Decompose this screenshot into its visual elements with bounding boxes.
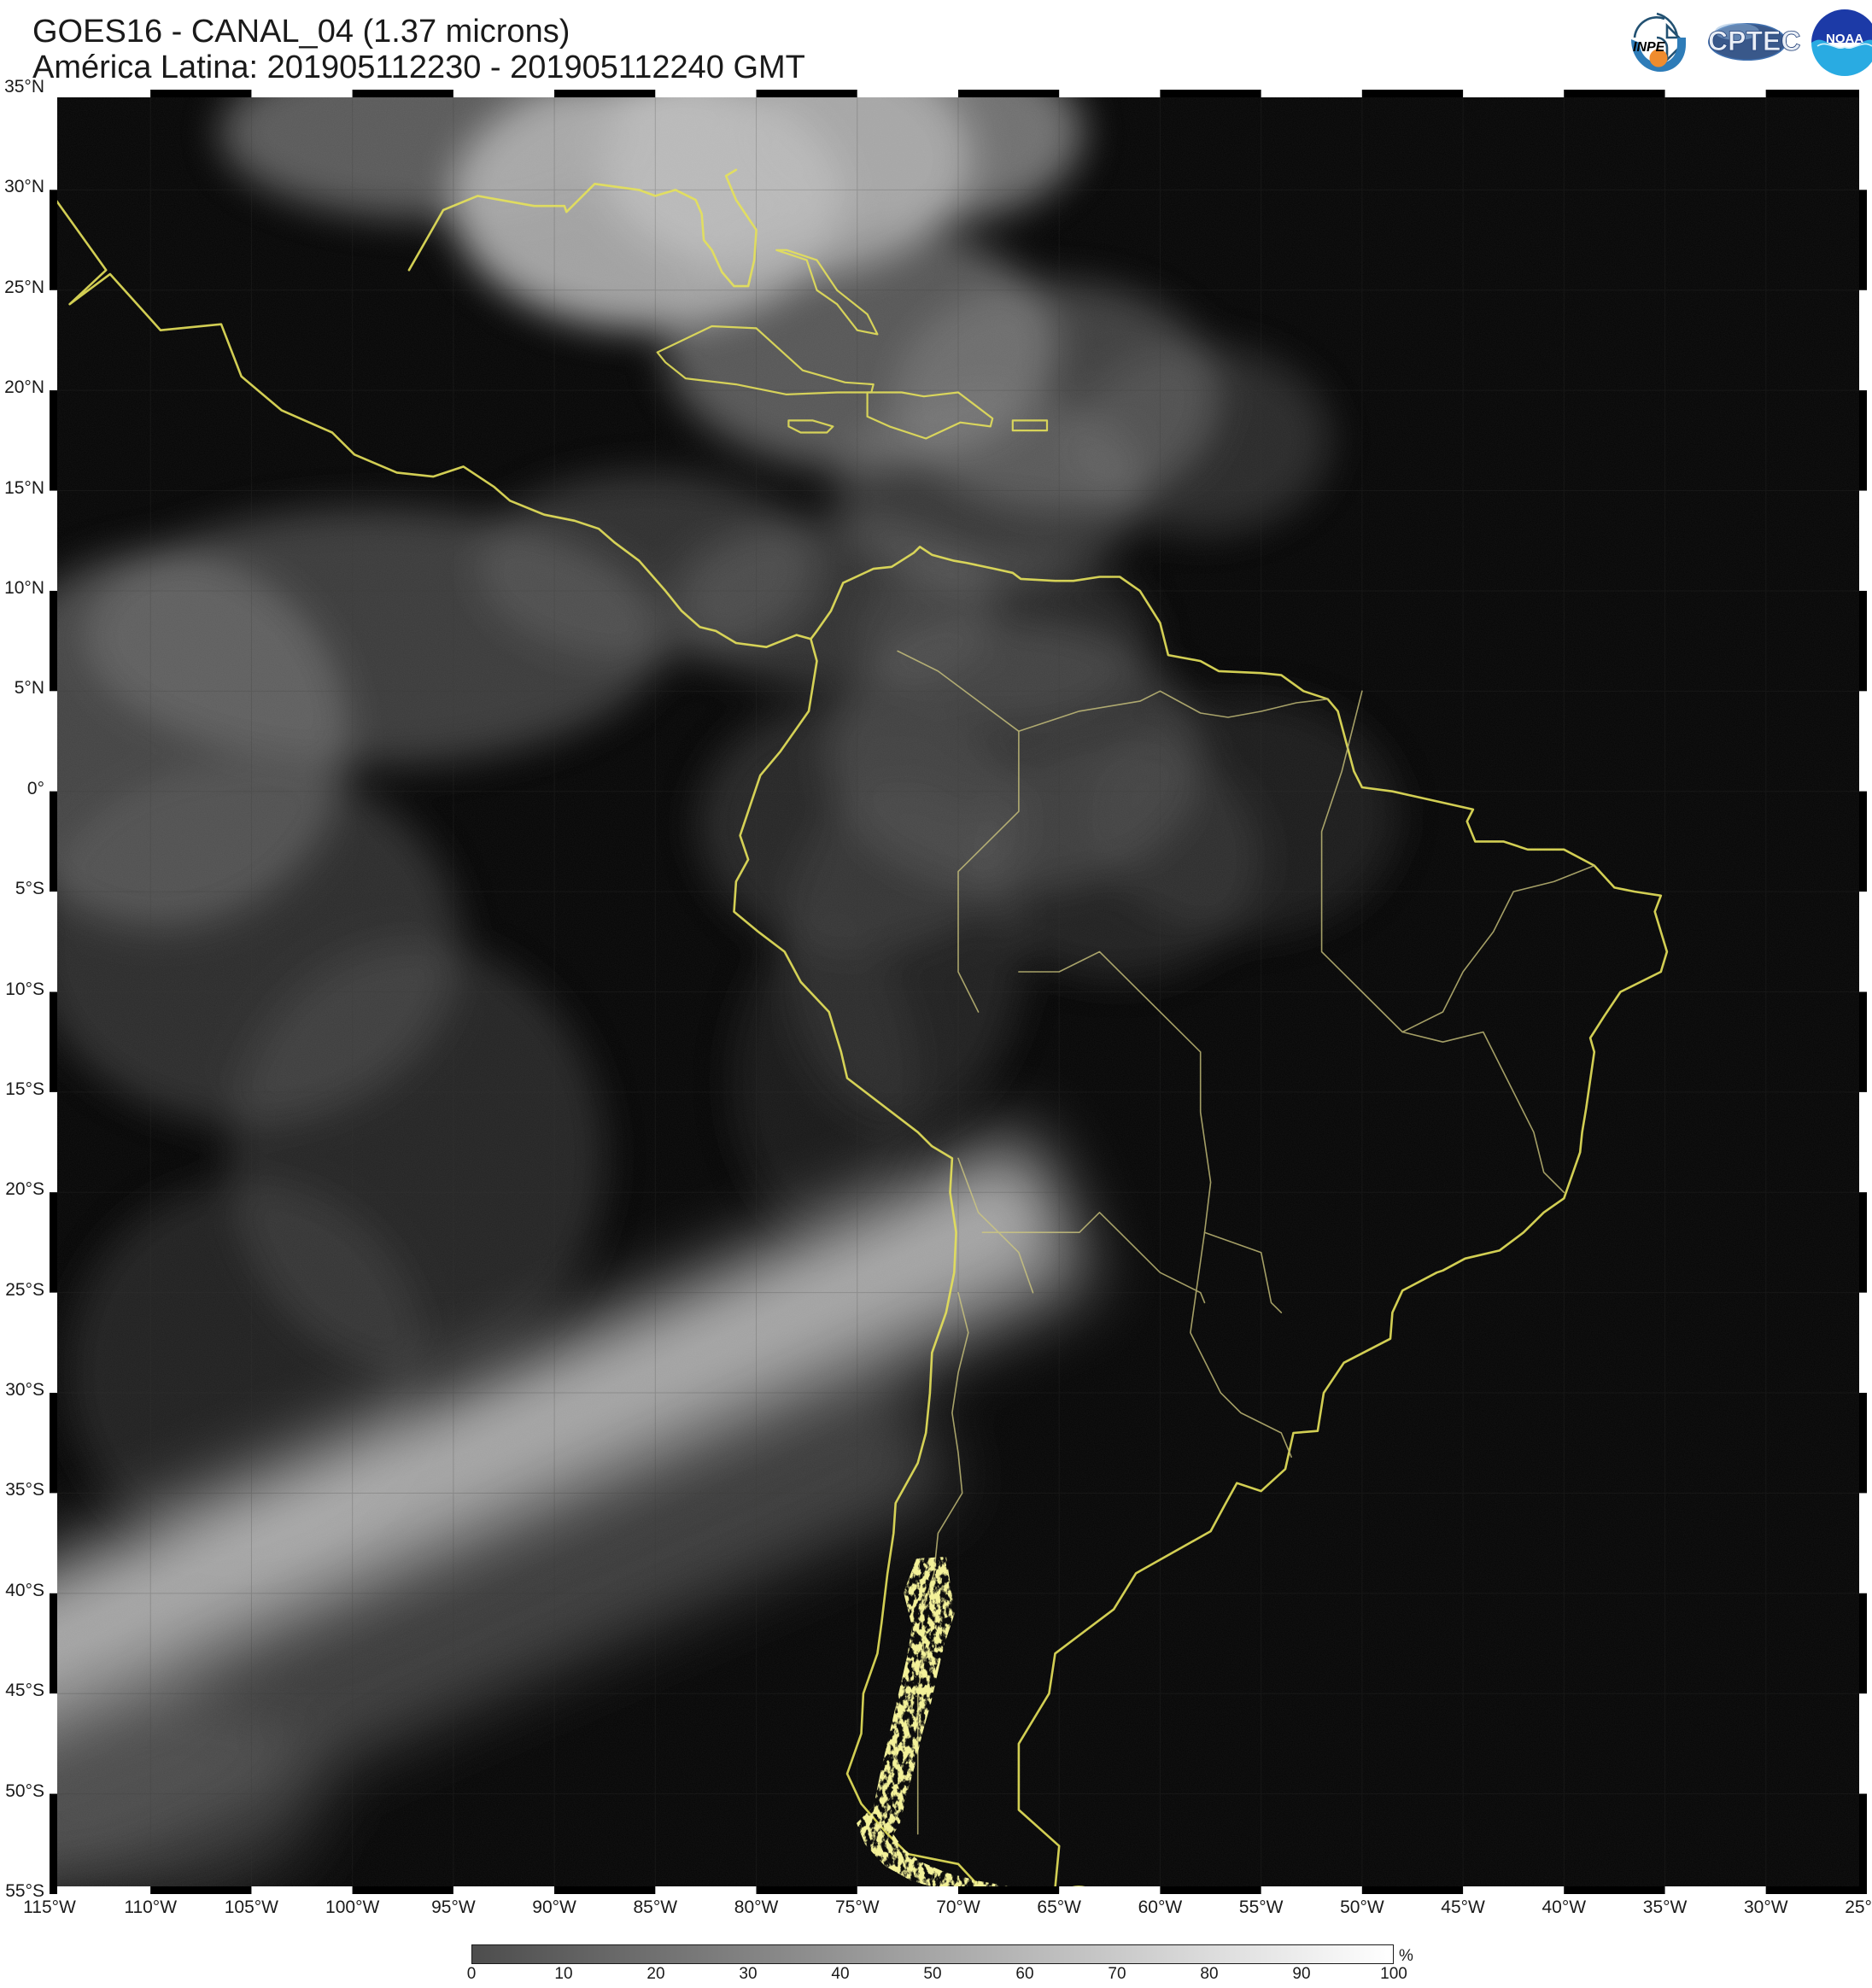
svg-text:NOAA: NOAA [1826, 32, 1863, 46]
svg-text:CPTEC: CPTEC [1708, 26, 1800, 56]
svg-text:INPE: INPE [1633, 40, 1666, 55]
